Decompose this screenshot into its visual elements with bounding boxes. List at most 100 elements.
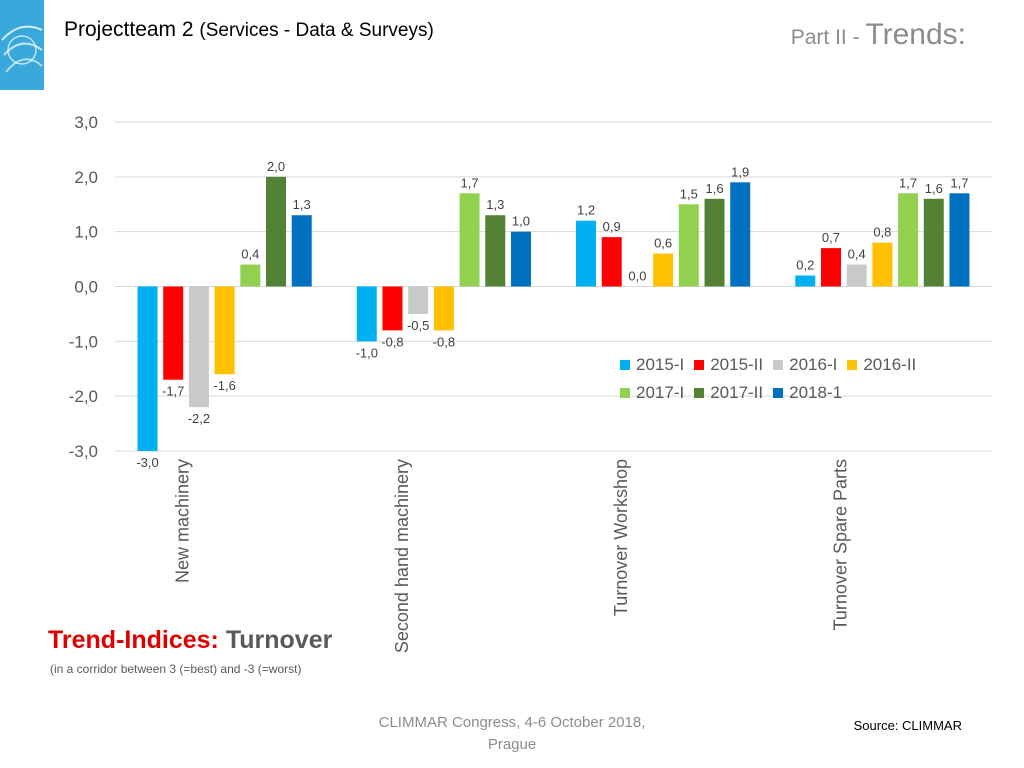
indices-word: -Indices: <box>116 626 226 654</box>
legend-swatch <box>773 360 784 370</box>
bar <box>576 220 597 287</box>
bar <box>266 176 287 287</box>
data-label: 1,9 <box>731 164 749 179</box>
legend-label: 2017-I <box>636 383 685 402</box>
legend-label: 2016-I <box>789 355 838 374</box>
data-label: 1,7 <box>950 175 968 190</box>
bar <box>188 286 209 408</box>
bar <box>820 248 841 287</box>
bar <box>601 237 622 287</box>
y-tick-label: 2,0 <box>74 168 98 187</box>
data-label: 2,0 <box>267 159 285 174</box>
x-category-label: New machinery <box>173 459 193 583</box>
title-main: Projectteam 2 <box>64 18 194 41</box>
bar <box>704 198 725 287</box>
data-label: -2,2 <box>188 411 210 426</box>
chart-legend: 2015-I 2015-II 2016-I 2016-II 2017-I 2017-II 2… <box>620 354 980 410</box>
section-title: Trends: <box>865 18 966 51</box>
data-label: 0,2 <box>796 258 814 273</box>
legend-item: 2015-II <box>694 354 763 376</box>
title-subtitle: (Services - Data & Surveys) <box>199 20 434 41</box>
x-category-label: Turnover Spare Parts <box>830 459 850 630</box>
corridor-note: (in a corridor between 3 (=best) and -3 … <box>50 662 302 676</box>
footer-event: CLIMMAR Congress, 4-6 October 2018, Prag… <box>362 712 662 756</box>
bar <box>382 286 403 331</box>
footer-line-2: Prague <box>487 736 537 753</box>
section-heading: Part II - Trends: <box>791 18 966 52</box>
trend-word: Trend <box>48 626 117 654</box>
legend-label: 2017-II <box>710 383 764 402</box>
page-title: Projectteam 2 (Services - Data & Surveys… <box>64 18 434 42</box>
data-label: 0,4 <box>241 247 259 262</box>
bar <box>949 193 970 287</box>
bar <box>730 182 751 287</box>
bar <box>846 264 867 287</box>
data-label: 1,2 <box>577 203 595 218</box>
y-tick-label: -3,0 <box>69 442 98 461</box>
bar <box>872 242 893 287</box>
data-label: -1,0 <box>356 345 378 360</box>
bar <box>795 275 816 287</box>
y-tick-label: 1,0 <box>74 223 98 242</box>
bar <box>510 231 531 287</box>
legend-swatch <box>694 360 705 370</box>
data-label: 1,5 <box>680 186 698 201</box>
bar <box>459 193 480 287</box>
bar <box>485 215 506 287</box>
data-label: 0,0 <box>628 269 646 284</box>
bar <box>408 286 429 314</box>
data-label: 0,8 <box>873 225 891 240</box>
trend-caption: Trend-Indices: Turnover <box>48 626 332 655</box>
bar <box>356 286 377 342</box>
data-label: -0,8 <box>381 334 403 349</box>
data-label: -3,0 <box>136 455 158 470</box>
data-label: 0,7 <box>822 230 840 245</box>
data-label: -1,7 <box>162 384 184 399</box>
legend-swatch <box>773 388 784 398</box>
data-label: -1,6 <box>213 378 235 393</box>
data-label: 0,6 <box>654 236 672 251</box>
legend-swatch <box>620 388 630 398</box>
y-tick-label: 3,0 <box>74 113 98 132</box>
legend-item: 2015-I <box>620 354 684 376</box>
legend-label: 2015-II <box>710 355 764 374</box>
bar <box>291 215 312 287</box>
legend-label: 2018-1 <box>789 383 843 402</box>
legend-swatch <box>847 360 858 370</box>
legend-label: 2016-II <box>863 355 917 374</box>
bar <box>240 264 261 287</box>
data-label: 0,4 <box>848 247 866 262</box>
data-label: -0,5 <box>407 318 429 333</box>
bar <box>653 253 674 287</box>
x-category-label: Second hand machinery <box>392 459 412 653</box>
data-label: 1,0 <box>512 214 530 229</box>
y-tick-label: -2,0 <box>69 387 98 406</box>
data-label: 1,3 <box>293 197 311 212</box>
legend-item: 2018-1 <box>773 382 842 404</box>
legend-item: 2017-II <box>694 382 763 404</box>
legend-swatch <box>694 388 705 398</box>
data-label: 1,3 <box>486 197 504 212</box>
data-label: 1,7 <box>461 175 479 190</box>
y-tick-label: 0,0 <box>74 278 98 297</box>
turnover-word: Turnover <box>225 626 333 654</box>
legend-item: 2016-II <box>847 354 916 376</box>
bar <box>163 286 184 380</box>
section-prefix: Part II - <box>790 26 866 49</box>
y-tick-label: -1,0 <box>69 332 98 351</box>
legend-label: 2015-I <box>636 355 685 374</box>
data-label: 1,6 <box>925 181 943 196</box>
legend-item: 2017-I <box>620 382 684 404</box>
legend-item: 2016-I <box>773 354 837 376</box>
bar <box>898 193 919 287</box>
bar <box>214 286 235 375</box>
footer-line-1: CLIMMAR Congress, 4-6 October 2018, <box>378 714 646 731</box>
data-label: -0,8 <box>433 334 455 349</box>
legend-swatch <box>620 360 630 370</box>
x-category-label: Turnover Workshop <box>611 459 631 616</box>
bar <box>433 286 454 331</box>
data-label: 1,6 <box>705 181 723 196</box>
data-label: 0,9 <box>603 219 621 234</box>
data-label: 1,7 <box>899 175 917 190</box>
